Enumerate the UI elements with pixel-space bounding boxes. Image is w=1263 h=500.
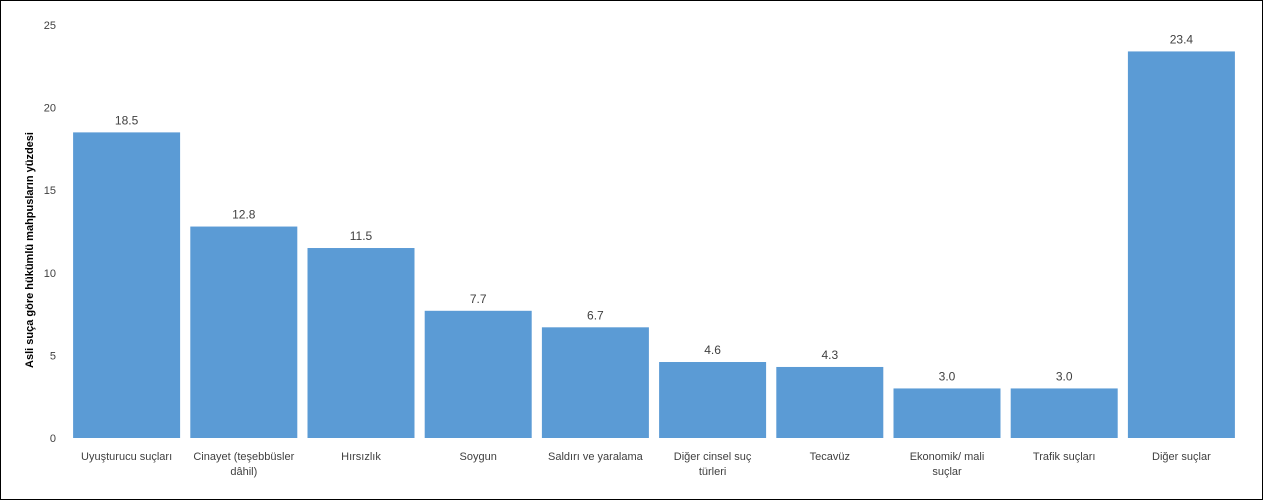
data-label: 12.8 — [232, 208, 256, 222]
bar — [190, 226, 298, 438]
category-label: Trafik suçları — [1033, 451, 1096, 463]
data-label: 3.0 — [1056, 369, 1073, 383]
bars — [73, 51, 1235, 438]
bar — [1127, 51, 1235, 438]
category-label: Tecavüz — [810, 451, 850, 463]
data-label: 4.3 — [821, 348, 838, 362]
y-axis-label: Asli suça göre hükümlü mahpusların yüzde… — [24, 132, 36, 368]
bar — [424, 310, 532, 438]
data-labels: 18.5 12.8 11.5 7.7 6.7 4.6 4.3 3.0 3.0 23.4 — [115, 32, 1193, 383]
bar — [659, 362, 767, 438]
data-label: 18.5 — [115, 113, 139, 127]
bar — [541, 327, 649, 438]
bar — [776, 366, 884, 438]
bar — [307, 248, 415, 438]
category-label: Saldırı ve yaralama — [548, 451, 644, 463]
bar — [73, 132, 181, 438]
y-axis-title: Asli suça göre hükümlü mahpusların yüzde… — [24, 132, 36, 368]
category-label: Soygun — [460, 451, 497, 463]
category-label: Ekonomik/ mali suçlar — [910, 451, 985, 478]
data-label: 4.6 — [704, 343, 721, 357]
bar — [893, 388, 1001, 438]
y-tick-label: 0 — [50, 433, 56, 445]
data-label: 6.7 — [587, 308, 604, 322]
category-label: Uyuşturucu suçları — [81, 451, 172, 463]
category-labels: Uyuşturucu suçları Cinayet (teşebbüsler dâ… — [81, 451, 1211, 478]
category-label: Diğer suçlar — [1152, 451, 1211, 463]
y-tick-label: 5 — [50, 350, 56, 362]
category-label: Diğer cinsel suç türleri — [674, 451, 752, 478]
data-label: 23.4 — [1170, 32, 1194, 46]
category-label: Cinayet (teşebbüsler dâhil) — [193, 451, 294, 478]
data-label: 11.5 — [350, 229, 373, 243]
category-label: Hırsızlık — [341, 451, 381, 463]
y-tick-label: 15 — [44, 185, 56, 197]
y-tick-label: 25 — [44, 20, 56, 32]
y-axis-ticks: 0 5 10 15 20 25 — [44, 20, 56, 445]
y-tick-label: 10 — [44, 268, 56, 280]
bar — [1010, 388, 1118, 438]
data-label: 7.7 — [470, 292, 487, 306]
y-tick-label: 20 — [44, 103, 56, 115]
data-label: 3.0 — [939, 369, 956, 383]
